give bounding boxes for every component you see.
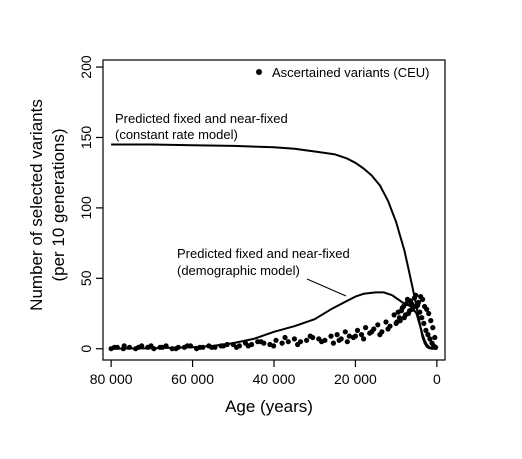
ascertained-variant-point — [415, 302, 421, 308]
ascertained-variant-point — [407, 308, 413, 314]
ascertained-variant-point — [245, 343, 251, 349]
y-axis: 0 50 100 150 200 — [78, 55, 103, 353]
ascertained-variant-point — [344, 339, 350, 345]
ascertained-variant-point — [385, 326, 391, 332]
y-tick-label: 100 — [78, 196, 94, 220]
ascertained-variant-point — [396, 315, 402, 321]
ascertained-variant-point — [352, 333, 358, 339]
annotation-demographic-line2: (demographic model) — [177, 263, 300, 278]
ascertained-variant-point — [330, 340, 336, 346]
ascertained-variant-point — [220, 343, 227, 349]
ascertained-variant-point — [126, 344, 133, 350]
ascertained-variant-point — [197, 344, 203, 350]
ascertained-variant-point — [433, 344, 439, 350]
annotation-demographic-pointer — [306, 278, 347, 297]
ascertained-variant-point — [404, 296, 411, 302]
ascertained-variant-point — [369, 329, 375, 335]
ascertained-variant-point — [291, 336, 297, 342]
x-tick-label: 20 000 — [334, 371, 377, 387]
y-tick-label: 0 — [78, 345, 94, 353]
ascertained-variant-point — [421, 320, 427, 326]
ascertained-variant-point — [334, 332, 340, 338]
demographic-model-line — [111, 291, 437, 350]
legend-marker — [256, 69, 262, 75]
ascertained-variant-point — [419, 315, 425, 321]
ascertained-variant-point — [336, 337, 342, 343]
x-tick-label: 80 000 — [90, 371, 133, 387]
ascertained-variant-point — [307, 333, 313, 339]
ascertained-variant-point — [361, 336, 367, 342]
constant-rate-model-line — [111, 143, 437, 350]
ascertained-variant-point — [282, 334, 288, 341]
demographic-model-line-layer — [111, 291, 437, 350]
ascertained-variant-point — [148, 343, 154, 349]
ascertained-variant-point — [273, 337, 279, 343]
ascertained-variant-point — [377, 332, 383, 338]
legend-label: Ascertained variants (CEU) — [272, 65, 430, 80]
ascertained-variant-point — [423, 327, 429, 333]
ascertained-variant-point — [430, 325, 436, 331]
ascertained-variant-point — [319, 339, 325, 345]
ascertained-variant-point — [420, 296, 426, 302]
annotation-demographic-line1: Predicted fixed and near-fixed — [177, 246, 350, 261]
ascertained-variant-point — [428, 318, 434, 324]
ascertained-variant-point — [417, 309, 423, 315]
x-tick-label: 60 000 — [171, 371, 214, 387]
ascertained-variant-point — [169, 346, 175, 352]
x-axis: 80 000 60 000 40 000 20 000 0 — [90, 360, 441, 387]
ascertained-variant-point — [411, 303, 417, 310]
ascertained-variant-point — [427, 336, 433, 342]
ascertained-variant-point — [432, 334, 438, 341]
y-tick-label: 150 — [78, 126, 94, 150]
ascertained-variant-point — [295, 341, 301, 348]
ascertained-variant-point — [402, 312, 409, 318]
ascertained-variant-point — [184, 343, 190, 349]
y-axis-label-line1: Number of selected variants — [27, 99, 46, 311]
x-tick-label: 0 — [433, 371, 441, 387]
ascertained-variant-point — [209, 344, 215, 350]
ascertained-variant-point — [328, 333, 334, 339]
ascertained-variant-point — [342, 329, 348, 335]
ascertained-variant-point — [111, 344, 117, 350]
ascertained-variant-point — [424, 306, 430, 312]
ascertained-variant-point — [346, 333, 352, 339]
ascertained-variant-point — [135, 344, 141, 350]
ascertained-variant-point — [425, 332, 431, 338]
ascertained-variant-point — [426, 310, 432, 317]
ascertained-points-layer — [108, 292, 439, 352]
ascertained-variant-point — [413, 292, 419, 298]
ascertained-variant-point — [354, 327, 361, 333]
ascertained-variant-point — [285, 339, 291, 345]
ascertained-variant-point — [279, 340, 285, 346]
ascertained-variant-point — [398, 308, 404, 314]
ascertained-variant-point — [159, 344, 165, 350]
ascertained-variant-point — [383, 319, 389, 325]
annotation-constant-line2: (constant rate model) — [115, 127, 238, 142]
annotation-constant-line1: Predicted fixed and near-fixed — [115, 111, 288, 126]
ascertained-variant-point — [375, 322, 381, 328]
ascertained-variant-point — [391, 312, 397, 318]
ascertained-variant-point — [121, 343, 127, 349]
y-axis-label-line2: (per 10 generations) — [49, 128, 68, 281]
y-tick-label: 200 — [78, 55, 94, 79]
ascertained-variant-point — [271, 343, 277, 349]
ascertained-variant-point — [258, 339, 264, 345]
ascertained-variant-point — [304, 337, 310, 343]
ascertained-variant-point — [173, 346, 179, 352]
ascertained-variant-point — [363, 325, 369, 331]
ascertained-variant-point — [358, 332, 365, 338]
constant-rate-model-line-layer — [111, 143, 437, 350]
ascertained-variant-point — [394, 319, 400, 325]
y-tick-label: 50 — [78, 270, 94, 286]
ascertained-variant-point — [400, 303, 407, 310]
ascertained-variant-point — [233, 344, 240, 350]
x-tick-label: 40 000 — [253, 371, 296, 387]
x-axis-label: Age (years) — [225, 397, 313, 416]
